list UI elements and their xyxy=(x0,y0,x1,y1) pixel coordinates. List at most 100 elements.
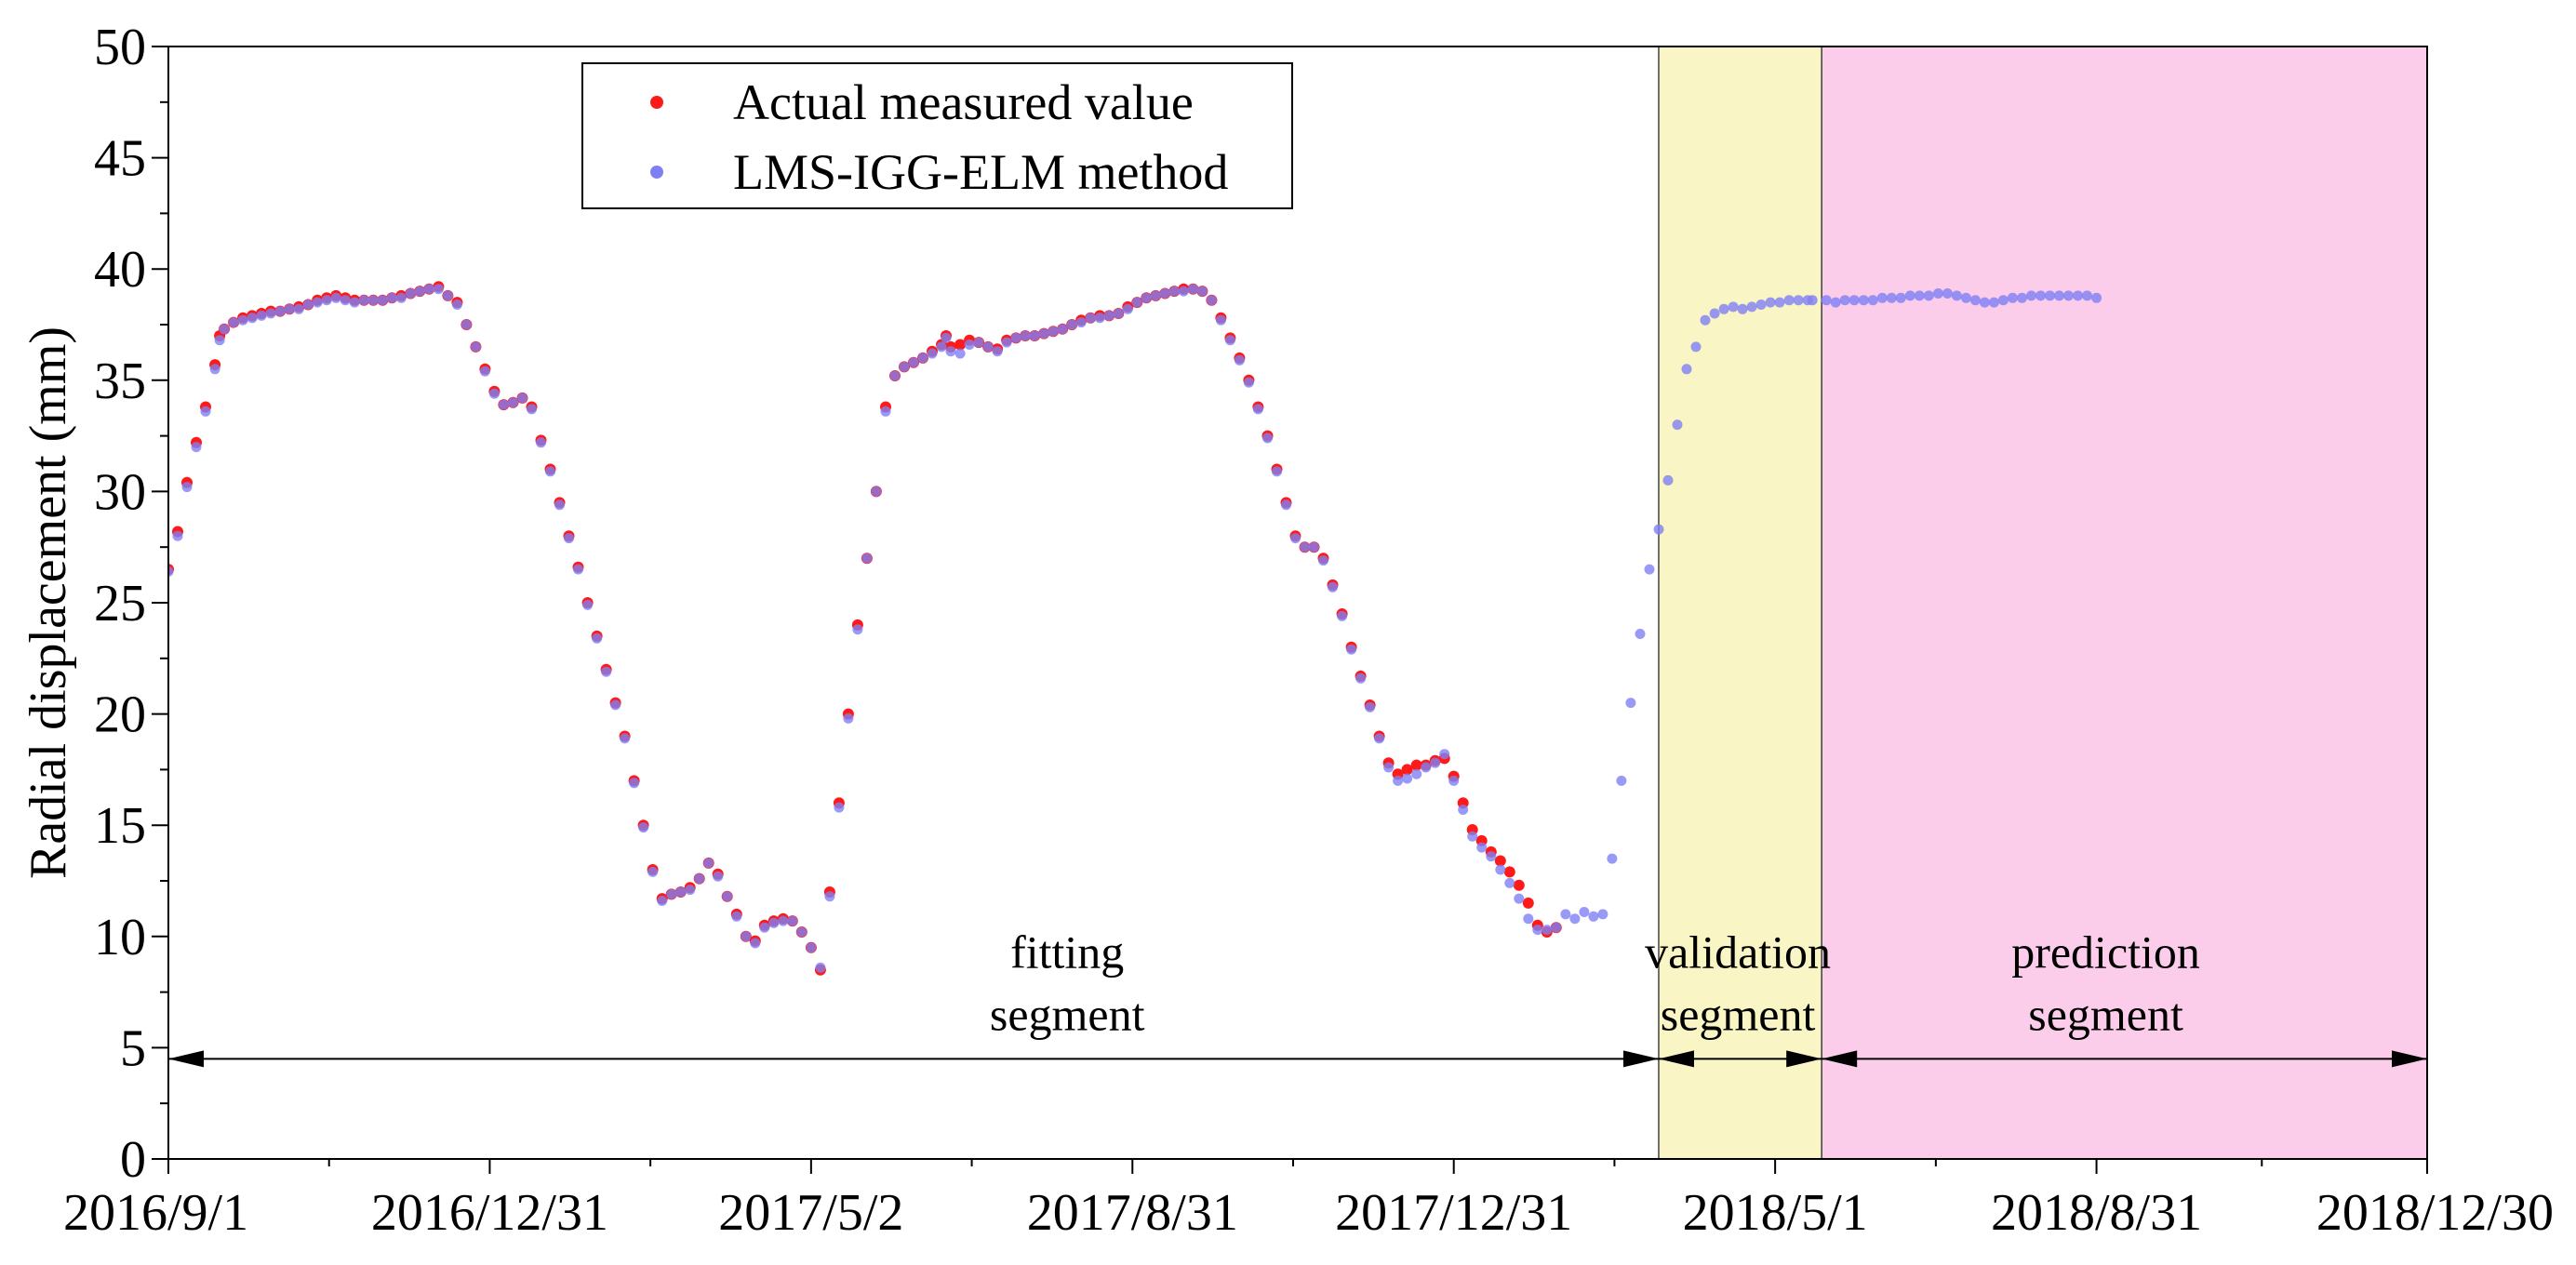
arrow-head xyxy=(1822,1050,1858,1068)
model-point xyxy=(1988,297,1999,308)
legend: Actual measured value LMS-IGG-ELM method xyxy=(581,62,1293,209)
model-point xyxy=(2045,290,2055,301)
model-point xyxy=(1960,292,1971,303)
model-point xyxy=(168,566,174,577)
model-point xyxy=(666,888,677,899)
model-point xyxy=(694,873,705,885)
model-point xyxy=(2091,292,2102,303)
model-point xyxy=(247,313,258,324)
model-point xyxy=(582,599,594,610)
model-point xyxy=(1178,286,1189,297)
model-point xyxy=(1486,851,1497,862)
model-point xyxy=(1783,295,1795,306)
model-point xyxy=(731,911,742,922)
model-point xyxy=(1234,354,1245,366)
model-point xyxy=(1374,733,1385,744)
model-point xyxy=(1094,313,1105,324)
x-tick-label: 2017/8/31 xyxy=(1027,1184,1238,1242)
model-point xyxy=(1458,805,1469,815)
model-point xyxy=(871,486,882,497)
model-point xyxy=(274,306,286,317)
model-point xyxy=(1243,377,1254,388)
model-point xyxy=(1365,701,1376,712)
model-point xyxy=(284,303,295,314)
x-tick-label: 2017/5/2 xyxy=(718,1184,903,1242)
model-point xyxy=(358,295,369,306)
model-point xyxy=(479,366,490,377)
model-point xyxy=(703,858,714,869)
model-point xyxy=(470,341,481,353)
model-point xyxy=(889,370,901,381)
model-point xyxy=(982,341,994,353)
model-point xyxy=(1066,319,1077,330)
model-point xyxy=(601,666,612,677)
model-point xyxy=(414,286,425,297)
model-point xyxy=(395,292,407,303)
model-point xyxy=(1532,925,1543,936)
model-point xyxy=(2035,290,2046,301)
model-point xyxy=(1113,308,1124,319)
legend-marker-model xyxy=(650,166,663,179)
model-point xyxy=(1904,290,1915,301)
model-point xyxy=(256,310,267,321)
model-point xyxy=(936,341,947,353)
model-point xyxy=(1467,831,1478,842)
model-point xyxy=(1337,610,1348,621)
y-tick-label: 45 xyxy=(94,130,146,188)
model-point xyxy=(992,346,1003,357)
legend-label-model: LMS-IGG-ELM method xyxy=(733,144,1228,200)
model-point xyxy=(200,406,211,417)
model-point xyxy=(293,303,304,314)
actual-point xyxy=(1410,759,1422,771)
arrow-head xyxy=(1786,1050,1822,1068)
model-point xyxy=(1029,330,1040,341)
segment-label-line1: prediction xyxy=(2011,925,2200,978)
model-point xyxy=(1318,555,1328,566)
y-tick-label: 40 xyxy=(94,241,146,299)
model-point xyxy=(787,915,798,926)
x-tick-label: 2018/12/30 xyxy=(2316,1184,2554,1242)
model-point xyxy=(899,361,910,372)
model-point xyxy=(722,891,733,902)
model-point xyxy=(759,922,770,933)
model-point xyxy=(1103,310,1114,321)
model-point xyxy=(1476,842,1488,853)
model-point xyxy=(1150,290,1161,301)
model-point xyxy=(1309,541,1319,553)
model-point xyxy=(1588,911,1599,922)
model-point xyxy=(629,778,640,789)
model-point xyxy=(1421,762,1432,773)
actual-point xyxy=(1494,855,1506,867)
model-point xyxy=(1886,292,1897,303)
model-point xyxy=(1644,564,1655,575)
model-point xyxy=(620,733,631,744)
model-point xyxy=(1932,288,1943,299)
model-point xyxy=(228,317,239,328)
model-point xyxy=(1876,292,1888,303)
y-tick-label: 30 xyxy=(94,463,146,521)
model-point xyxy=(647,866,659,877)
x-tick-label: 2017/12/31 xyxy=(1335,1184,1572,1242)
model-point xyxy=(545,466,555,477)
model-point xyxy=(1085,313,1096,324)
model-point xyxy=(945,346,956,357)
model-point xyxy=(1746,301,1757,313)
model-point xyxy=(1542,925,1553,936)
model-point xyxy=(1690,341,1702,353)
x-tick-label: 2016/12/31 xyxy=(371,1184,608,1242)
shaded-regions xyxy=(1658,46,2428,1160)
model-point xyxy=(1616,775,1627,786)
model-point xyxy=(386,292,397,303)
model-point xyxy=(852,624,863,635)
segment-labels: fitting segment validation segment predictio… xyxy=(990,925,2200,1040)
model-point xyxy=(1355,672,1367,684)
segment-label-line2: segment xyxy=(2028,988,2183,1040)
model-point xyxy=(517,393,527,404)
model-point xyxy=(1122,303,1133,314)
model-point xyxy=(1597,909,1608,920)
model-point xyxy=(685,885,696,896)
model-point xyxy=(796,926,808,938)
model-point xyxy=(1402,773,1413,784)
model-point xyxy=(527,404,537,415)
model-point xyxy=(1830,297,1841,308)
